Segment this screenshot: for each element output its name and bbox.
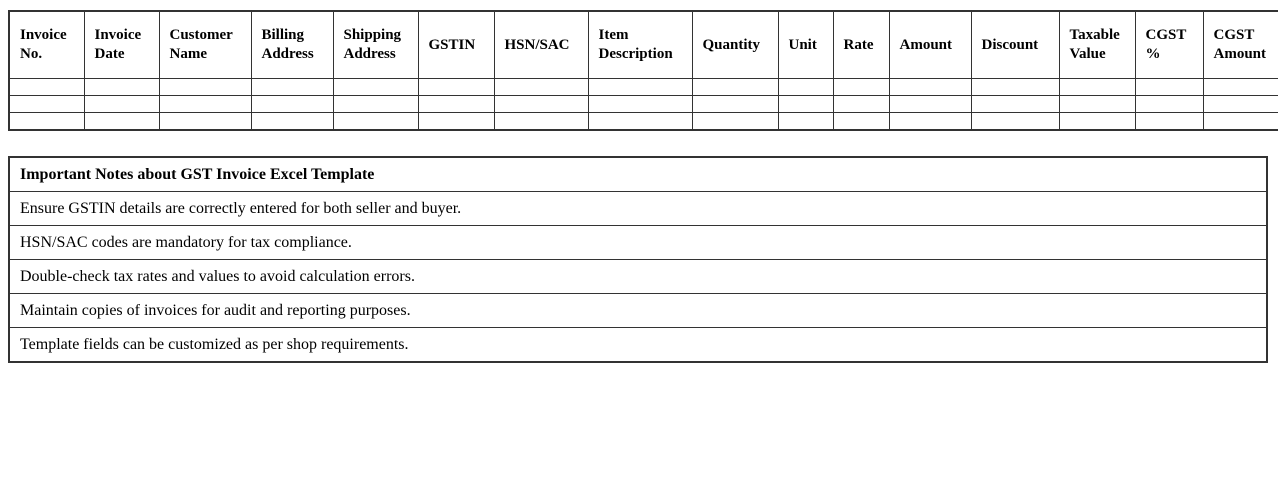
note-item: Maintain copies of invoices for audit an… — [8, 293, 1268, 328]
note-item: Template fields can be customized as per… — [8, 327, 1268, 363]
col-header-cgst-amount: CGST Amount — [1202, 10, 1278, 79]
notes-table: Important Notes about GST Invoice Excel … — [8, 156, 1268, 363]
col-header-unit: Unit — [777, 10, 834, 79]
note-row: Ensure GSTIN details are correctly enter… — [8, 191, 1268, 226]
notes-title-row: Important Notes about GST Invoice Excel … — [8, 156, 1268, 192]
empty-cell[interactable] — [691, 112, 779, 131]
note-row: Template fields can be customized as per… — [8, 327, 1268, 363]
col-header-amount: Amount — [888, 10, 972, 79]
empty-cell[interactable] — [832, 112, 890, 131]
empty-cell[interactable] — [250, 112, 334, 131]
empty-cell[interactable] — [1134, 112, 1204, 131]
empty-cell[interactable] — [1058, 78, 1136, 96]
empty-cell[interactable] — [332, 78, 419, 96]
col-header-billing-address: Billing Address — [250, 10, 334, 79]
col-header-quantity: Quantity — [691, 10, 779, 79]
invoice-table: Invoice No. Invoice Date Customer Name B… — [8, 10, 1278, 131]
empty-cell[interactable] — [158, 78, 252, 96]
empty-cell[interactable] — [332, 112, 419, 131]
empty-cell[interactable] — [691, 95, 779, 113]
col-header-customer-name: Customer Name — [158, 10, 252, 79]
empty-invoice-row — [8, 95, 1278, 113]
empty-cell[interactable] — [777, 112, 834, 131]
empty-cell[interactable] — [8, 95, 85, 113]
col-header-cgst-percent: CGST % — [1134, 10, 1204, 79]
empty-cell[interactable] — [250, 95, 334, 113]
note-row: Maintain copies of invoices for audit an… — [8, 293, 1268, 328]
empty-cell[interactable] — [970, 112, 1060, 131]
empty-cell[interactable] — [83, 112, 160, 131]
col-header-invoice-no: Invoice No. — [8, 10, 85, 79]
col-header-invoice-date: Invoice Date — [83, 10, 160, 79]
empty-cell[interactable] — [332, 95, 419, 113]
empty-cell[interactable] — [1202, 95, 1278, 113]
empty-cell[interactable] — [1202, 78, 1278, 96]
empty-invoice-row — [8, 112, 1278, 131]
empty-cell[interactable] — [493, 112, 589, 131]
empty-cell[interactable] — [1134, 78, 1204, 96]
empty-cell[interactable] — [832, 78, 890, 96]
empty-cell[interactable] — [417, 78, 495, 96]
empty-cell[interactable] — [970, 95, 1060, 113]
empty-cell[interactable] — [417, 112, 495, 131]
note-item: Ensure GSTIN details are correctly enter… — [8, 191, 1268, 226]
empty-cell[interactable] — [587, 112, 693, 131]
invoice-table-region: Invoice No. Invoice Date Customer Name B… — [8, 10, 1278, 136]
empty-cell[interactable] — [83, 78, 160, 96]
notes-title: Important Notes about GST Invoice Excel … — [8, 156, 1268, 192]
empty-cell[interactable] — [1058, 95, 1136, 113]
empty-cell[interactable] — [587, 78, 693, 96]
note-item: Double-check tax rates and values to avo… — [8, 259, 1268, 294]
empty-cell[interactable] — [493, 95, 589, 113]
col-header-shipping-address: Shipping Address — [332, 10, 419, 79]
note-row: Double-check tax rates and values to avo… — [8, 259, 1268, 294]
col-header-item-description: Item Description — [587, 10, 693, 79]
empty-cell[interactable] — [1202, 112, 1278, 131]
empty-cell[interactable] — [1134, 95, 1204, 113]
invoice-header-row: Invoice No. Invoice Date Customer Name B… — [8, 10, 1278, 79]
empty-cell[interactable] — [587, 95, 693, 113]
empty-cell[interactable] — [777, 95, 834, 113]
empty-cell[interactable] — [8, 78, 85, 96]
empty-cell[interactable] — [888, 95, 972, 113]
empty-cell[interactable] — [1058, 112, 1136, 131]
empty-cell[interactable] — [777, 78, 834, 96]
note-row: HSN/SAC codes are mandatory for tax comp… — [8, 225, 1268, 260]
empty-cell[interactable] — [250, 78, 334, 96]
empty-cell[interactable] — [691, 78, 779, 96]
empty-cell[interactable] — [8, 112, 85, 131]
empty-cell[interactable] — [158, 112, 252, 131]
col-header-hsn-sac: HSN/SAC — [493, 10, 589, 79]
empty-cell[interactable] — [83, 95, 160, 113]
empty-cell[interactable] — [832, 95, 890, 113]
empty-cell[interactable] — [158, 95, 252, 113]
col-header-discount: Discount — [970, 10, 1060, 79]
empty-cell[interactable] — [417, 95, 495, 113]
empty-cell[interactable] — [888, 78, 972, 96]
empty-cell[interactable] — [888, 112, 972, 131]
empty-cell[interactable] — [493, 78, 589, 96]
empty-invoice-row — [8, 78, 1278, 96]
empty-cell[interactable] — [970, 78, 1060, 96]
col-header-taxable-value: Taxable Value — [1058, 10, 1136, 79]
col-header-rate: Rate — [832, 10, 890, 79]
note-item: HSN/SAC codes are mandatory for tax comp… — [8, 225, 1268, 260]
col-header-gstin: GSTIN — [417, 10, 495, 79]
